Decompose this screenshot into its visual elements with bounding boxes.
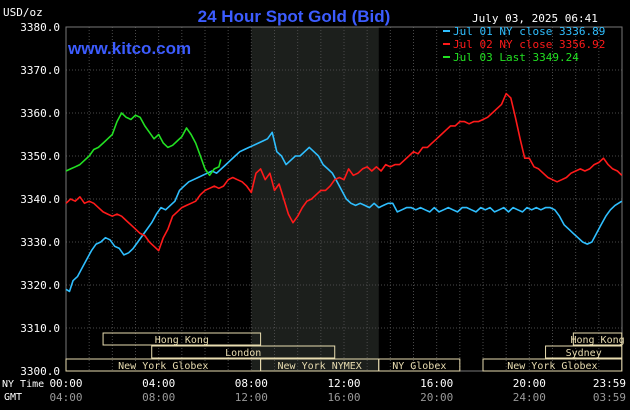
market-session-label: Sydney (566, 348, 602, 359)
market-session-label: NY Globex (392, 361, 446, 372)
x-tick-label-gmt: 16:00 (327, 391, 360, 404)
y-tick-label: 3330.0 (20, 236, 60, 249)
market-session-label: New York NYMEX (278, 361, 362, 372)
x-tick-label-gmt: 08:00 (142, 391, 175, 404)
y-tick-label: 3360.0 (20, 107, 60, 120)
y-tick-label: 3380.0 (20, 21, 60, 34)
market-session-box (151, 345, 336, 359)
market-session-box (102, 332, 262, 346)
chart-title: 24 Hour Spot Gold (Bid) (198, 7, 391, 26)
x-tick-label-ny: 04:00 (142, 377, 175, 390)
market-session-box (482, 358, 623, 372)
legend-entry: Jul 02 NY close 3356.92 (453, 38, 605, 51)
market-session-label: Hong Kong (570, 335, 624, 346)
ny-time-row-label: NY Time (2, 379, 44, 390)
market-session-box (378, 358, 461, 372)
market-session-box (545, 345, 623, 359)
y-tick-label: 3300.0 (20, 365, 60, 378)
date-label: July 03, 2025 06:41 (472, 12, 598, 25)
gmt-row-label: GMT (4, 392, 22, 403)
x-tick-label-ny: 00:00 (49, 377, 82, 390)
x-tick-label-ny: 23:59 (593, 377, 626, 390)
market-session-label: London (225, 348, 261, 359)
site-label: www.kitco.com (67, 39, 191, 58)
x-tick-label-ny: 16:00 (420, 377, 453, 390)
market-sessions: Hong Kong Hong Kong London Sydney New York G… (65, 332, 625, 372)
x-tick-label-ny: 08:00 (235, 377, 268, 390)
market-session-label: New York Globex (507, 361, 597, 372)
x-tick-label-ny: 20:00 (513, 377, 546, 390)
market-session-box (572, 332, 623, 346)
market-session-label: Hong Kong (155, 335, 209, 346)
plot-area (65, 26, 623, 372)
x-tick-label-gmt: 04:00 (49, 391, 82, 404)
y-tick-label: 3320.0 (20, 279, 60, 292)
x-tick-label-gmt: 03:59 (593, 391, 626, 404)
y-tick-label: 3350.0 (20, 150, 60, 163)
series-line-1 (65, 131, 623, 293)
y-tick-label: 3370.0 (20, 64, 60, 77)
y-tick-label: 3310.0 (20, 322, 60, 335)
series-line-2 (65, 92, 623, 252)
legend-entry: Jul 01 NY close 3336.89 (453, 25, 605, 38)
market-session-label: New York Globex (118, 361, 208, 372)
y-tick-label: 3340.0 (20, 193, 60, 206)
axis-ticks: 3380.0 3370.0 3360.0 3350.0 3340.0 3330.0 3320… (20, 21, 626, 404)
series-line-3 (65, 112, 222, 177)
x-tick-label-gmt: 24:00 (513, 391, 546, 404)
legend-entry: Jul 03 Last 3349.24 (453, 51, 579, 64)
units-label: USD/oz (3, 6, 43, 19)
x-tick-label-gmt: 12:00 (235, 391, 268, 404)
x-tick-label-gmt: 20:00 (420, 391, 453, 404)
x-tick-label-ny: 12:00 (327, 377, 360, 390)
